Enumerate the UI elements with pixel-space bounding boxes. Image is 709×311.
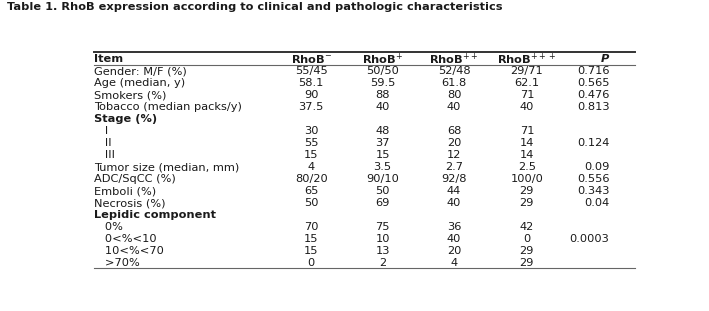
Text: 58.1: 58.1	[298, 78, 324, 88]
Text: 62.1: 62.1	[514, 78, 540, 88]
Text: 0<%<10: 0<%<10	[94, 234, 157, 244]
Text: Necrosis (%): Necrosis (%)	[94, 198, 166, 208]
Text: 65: 65	[304, 186, 318, 196]
Text: 0.716: 0.716	[577, 67, 610, 77]
Text: P: P	[601, 54, 610, 64]
Text: 0: 0	[523, 234, 530, 244]
Text: 0%: 0%	[94, 222, 123, 232]
Text: 2.5: 2.5	[518, 162, 536, 172]
Text: 14: 14	[520, 150, 534, 160]
Text: 0: 0	[308, 258, 315, 268]
Text: Emboli (%): Emboli (%)	[94, 186, 156, 196]
Text: 80: 80	[447, 91, 462, 100]
Text: 0.09: 0.09	[584, 162, 610, 172]
Text: 48: 48	[375, 126, 390, 136]
Text: 20: 20	[447, 138, 462, 148]
Text: RhoB$^{+}$: RhoB$^{+}$	[362, 52, 403, 67]
Text: Age (median, y): Age (median, y)	[94, 78, 185, 88]
Text: 29/71: 29/71	[510, 67, 543, 77]
Text: 3.5: 3.5	[374, 162, 391, 172]
Text: 80/20: 80/20	[295, 174, 328, 184]
Text: 40: 40	[375, 102, 390, 112]
Text: 59.5: 59.5	[370, 78, 396, 88]
Text: III: III	[94, 150, 115, 160]
Text: 0.565: 0.565	[577, 78, 610, 88]
Text: 20: 20	[447, 246, 462, 256]
Text: 50: 50	[375, 186, 390, 196]
Text: Tumor size (median, mm): Tumor size (median, mm)	[94, 162, 240, 172]
Text: 10<%<70: 10<%<70	[94, 246, 164, 256]
Text: 88: 88	[375, 91, 390, 100]
Text: 10: 10	[375, 234, 390, 244]
Text: 71: 71	[520, 91, 534, 100]
Text: 52/48: 52/48	[437, 67, 470, 77]
Text: 100/0: 100/0	[510, 174, 543, 184]
Text: 40: 40	[520, 102, 534, 112]
Text: Item: Item	[94, 54, 123, 64]
Text: 29: 29	[520, 186, 534, 196]
Text: 0.0003: 0.0003	[569, 234, 610, 244]
Text: 40: 40	[447, 234, 462, 244]
Text: 68: 68	[447, 126, 462, 136]
Text: 37: 37	[375, 138, 390, 148]
Text: Smokers (%): Smokers (%)	[94, 91, 167, 100]
Text: 2.7: 2.7	[445, 162, 463, 172]
Text: 40: 40	[447, 198, 462, 208]
Text: 0.476: 0.476	[577, 91, 610, 100]
Text: Table 1. RhoB expression according to clinical and pathologic characteristics: Table 1. RhoB expression according to cl…	[7, 2, 503, 12]
Text: 55: 55	[304, 138, 318, 148]
Text: 44: 44	[447, 186, 461, 196]
Text: RhoB$^{+++}$: RhoB$^{+++}$	[497, 52, 557, 67]
Text: 42: 42	[520, 222, 534, 232]
Text: 15: 15	[304, 234, 318, 244]
Text: 0.556: 0.556	[577, 174, 610, 184]
Text: 90: 90	[304, 91, 318, 100]
Text: Gender: M/F (%): Gender: M/F (%)	[94, 67, 187, 77]
Text: 70: 70	[304, 222, 318, 232]
Text: II: II	[94, 138, 112, 148]
Text: 4: 4	[450, 258, 457, 268]
Text: 71: 71	[520, 126, 534, 136]
Text: 61.8: 61.8	[442, 78, 467, 88]
Text: Stage (%): Stage (%)	[94, 114, 157, 124]
Text: 50: 50	[304, 198, 318, 208]
Text: 4: 4	[308, 162, 315, 172]
Text: 0.343: 0.343	[577, 186, 610, 196]
Text: 2: 2	[379, 258, 386, 268]
Text: >70%: >70%	[94, 258, 140, 268]
Text: 12: 12	[447, 150, 462, 160]
Text: 15: 15	[304, 246, 318, 256]
Text: 0.04: 0.04	[584, 198, 610, 208]
Text: 29: 29	[520, 258, 534, 268]
Text: ADC/SqCC (%): ADC/SqCC (%)	[94, 174, 176, 184]
Text: 40: 40	[447, 102, 462, 112]
Text: 30: 30	[304, 126, 318, 136]
Text: 75: 75	[375, 222, 390, 232]
Text: 14: 14	[520, 138, 534, 148]
Text: 50/50: 50/50	[366, 67, 399, 77]
Text: 29: 29	[520, 246, 534, 256]
Text: 0.124: 0.124	[577, 138, 610, 148]
Text: 36: 36	[447, 222, 462, 232]
Text: RhoB$^{-}$: RhoB$^{-}$	[291, 53, 332, 66]
Text: 15: 15	[375, 150, 390, 160]
Text: 0.813: 0.813	[577, 102, 610, 112]
Text: 90/10: 90/10	[366, 174, 399, 184]
Text: 13: 13	[375, 246, 390, 256]
Text: 15: 15	[304, 150, 318, 160]
Text: RhoB$^{++}$: RhoB$^{++}$	[429, 52, 479, 67]
Text: 55/45: 55/45	[295, 67, 328, 77]
Text: 29: 29	[520, 198, 534, 208]
Text: 37.5: 37.5	[298, 102, 324, 112]
Text: 92/8: 92/8	[441, 174, 467, 184]
Text: Tobacco (median packs/y): Tobacco (median packs/y)	[94, 102, 242, 112]
Text: I: I	[94, 126, 108, 136]
Text: Lepidic component: Lepidic component	[94, 210, 216, 220]
Text: 69: 69	[375, 198, 390, 208]
